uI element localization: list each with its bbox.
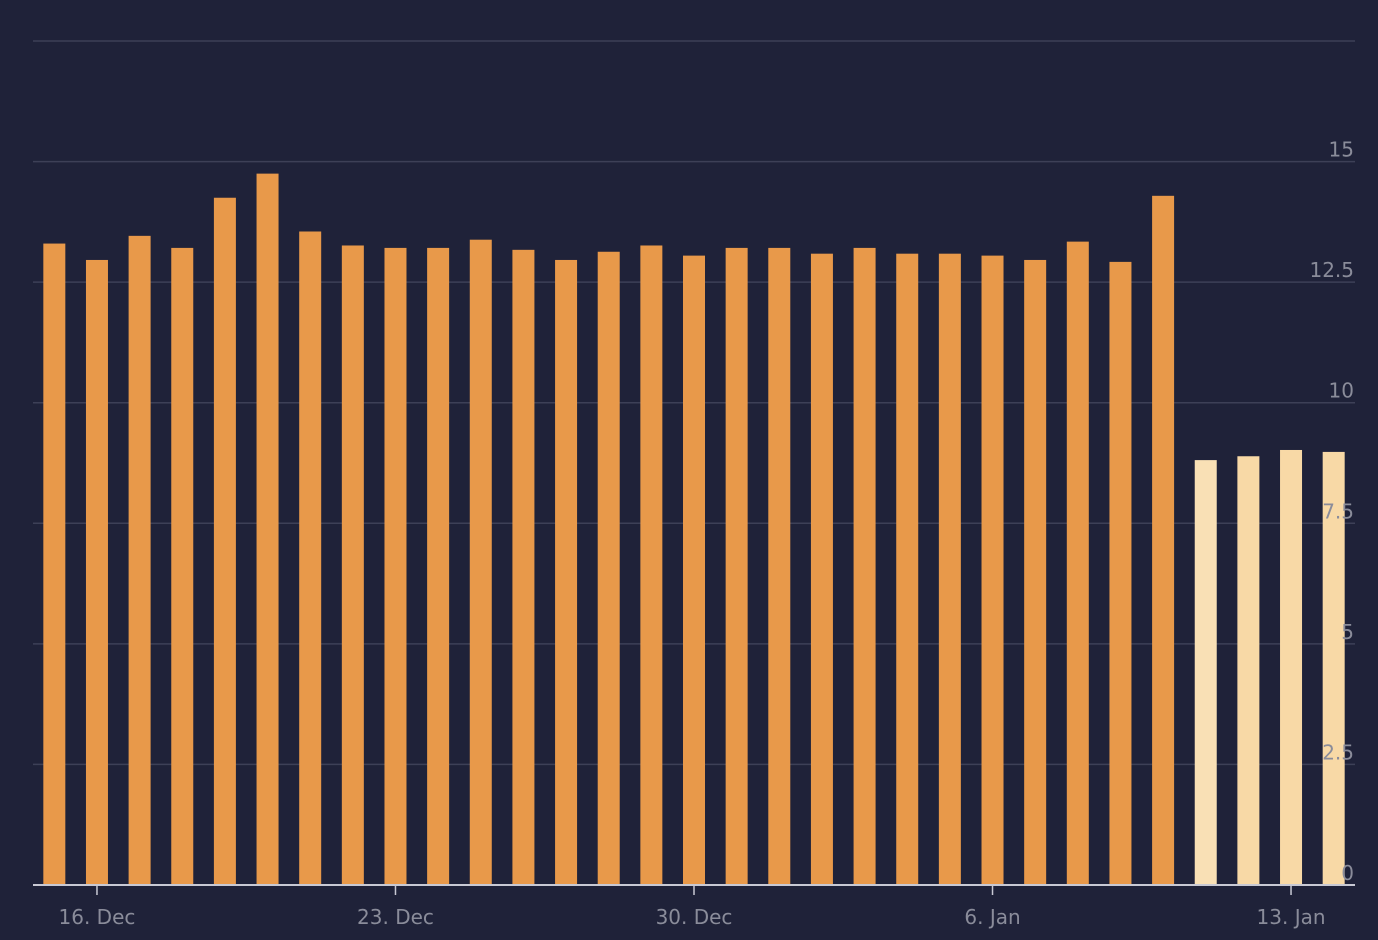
y-tick-label: 12.5 (1309, 258, 1354, 282)
bar (427, 247, 450, 885)
bar (555, 259, 578, 885)
bar (469, 239, 492, 885)
bar (171, 247, 194, 885)
bar (1024, 259, 1047, 885)
x-tick-label: 6. Jan (964, 905, 1020, 929)
bar (1109, 261, 1132, 886)
bar (43, 243, 66, 885)
bar (256, 173, 279, 886)
bar (1280, 449, 1303, 885)
bar (1152, 195, 1175, 885)
bar (128, 235, 151, 885)
bar (1194, 460, 1217, 885)
bar (1237, 456, 1260, 885)
bar (384, 247, 407, 885)
y-tick-label: 7.5 (1322, 499, 1354, 523)
bar (341, 245, 364, 885)
bar (896, 253, 919, 886)
y-tick-label: 15 (1329, 138, 1354, 162)
bar (597, 251, 620, 885)
x-tick-label: 13. Jan (1257, 905, 1326, 929)
bar (683, 255, 705, 886)
bar (938, 253, 961, 886)
y-tick-label: 5 (1341, 620, 1354, 644)
y-tick-label: 10 (1329, 379, 1354, 403)
bar (512, 249, 535, 885)
bar (1066, 241, 1089, 885)
bar (853, 247, 876, 885)
y-tick-label: 2.5 (1322, 740, 1354, 764)
bar (213, 197, 236, 885)
x-tick-label: 16. Dec (59, 905, 136, 929)
bar (299, 231, 322, 885)
bar (981, 255, 1004, 886)
bar (1322, 451, 1345, 885)
bar (810, 253, 833, 886)
bar (725, 247, 748, 885)
bar (768, 247, 791, 885)
y-tick-label: 0 (1341, 861, 1354, 885)
x-tick-label: 23. Dec (357, 905, 434, 929)
bar (85, 259, 108, 885)
x-tick-label: 30. Dec (656, 905, 733, 929)
bar (640, 245, 663, 885)
